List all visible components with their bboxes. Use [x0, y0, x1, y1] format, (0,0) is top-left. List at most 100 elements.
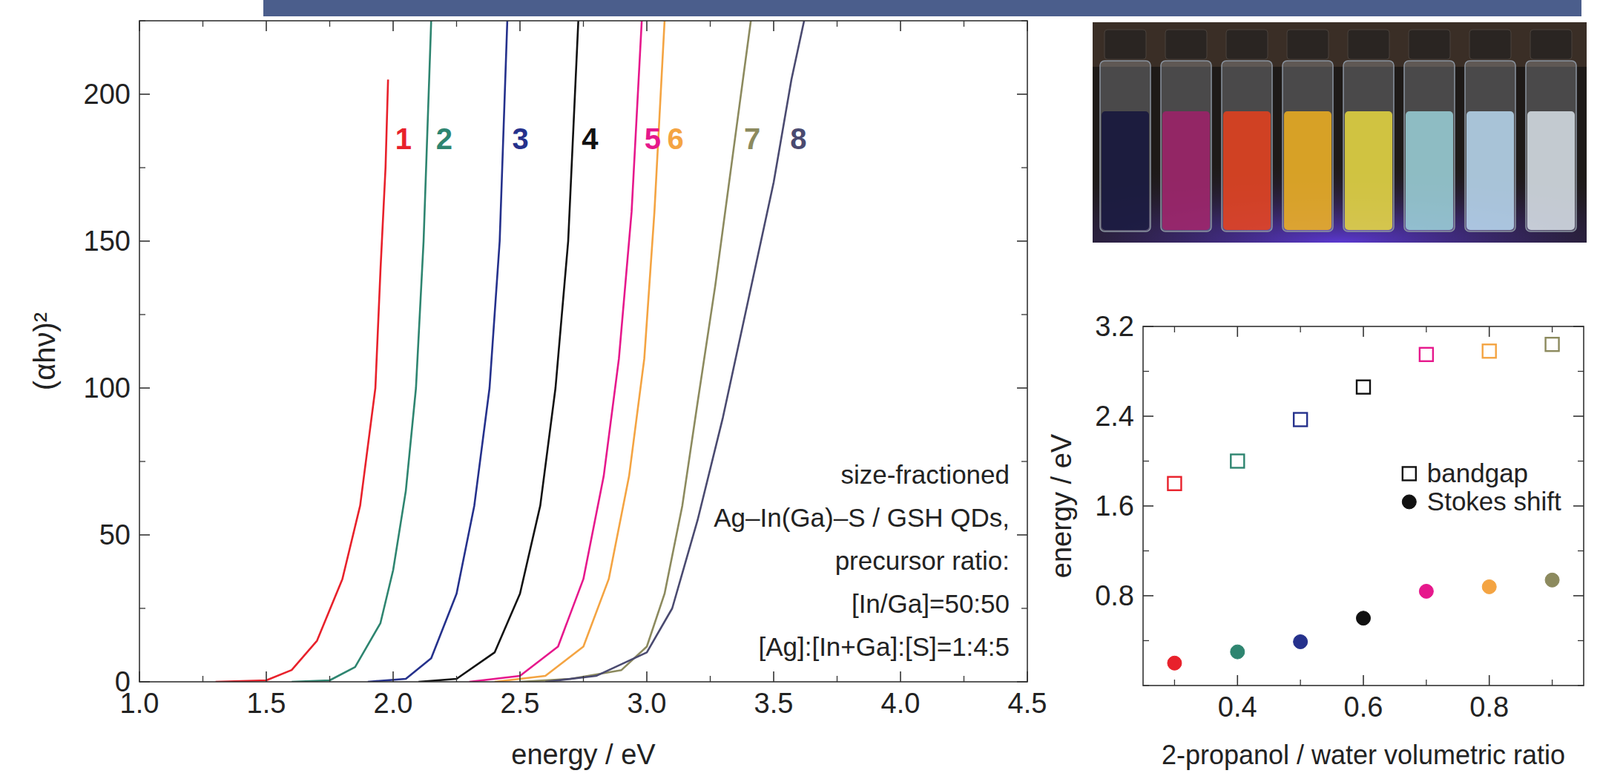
- annotation-line: precursor ratio:: [835, 545, 1010, 575]
- point: [1230, 644, 1245, 659]
- x-tick-top: [1026, 20, 1029, 32]
- y-tick: [139, 93, 150, 95]
- y-minor-tick: [1143, 460, 1150, 462]
- y-minor-tick: [1143, 370, 1150, 372]
- x-tick: [646, 671, 648, 682]
- x-tick-top: [1236, 326, 1239, 337]
- y-tick-label: 150: [83, 225, 131, 257]
- annotation-patch: [755, 631, 1013, 662]
- vial-liquid: [1405, 111, 1454, 230]
- x-tick-label: 2.0: [373, 687, 414, 719]
- y-tick-label: 0.8: [1094, 580, 1135, 612]
- point: [1167, 476, 1181, 491]
- y-tick-label: 2.4: [1094, 400, 1135, 432]
- x-tick-label: 0.8: [1469, 691, 1509, 723]
- y-minor-tick: [139, 166, 146, 168]
- vial-liquid: [1162, 111, 1210, 230]
- annotation-line: Ag–In(Ga)–S / GSH QDs,: [713, 502, 1010, 532]
- y-minor-tick: [1021, 607, 1028, 609]
- legend-label: bandgap: [1427, 458, 1529, 488]
- x-tick-label: 1.5: [247, 687, 287, 719]
- vial: [1404, 60, 1455, 232]
- x-minor-tick: [1551, 326, 1553, 333]
- x-tick: [1488, 675, 1491, 686]
- series-label: 7: [743, 122, 761, 156]
- series-label: 8: [789, 122, 807, 156]
- series-label: 2: [436, 122, 453, 156]
- x-minor-tick: [1425, 679, 1427, 686]
- y-minor-tick: [1577, 640, 1584, 641]
- annotation-patch: [837, 459, 1013, 490]
- vial-liquid: [1223, 111, 1271, 230]
- x-tick-top: [899, 20, 902, 32]
- vial: [1525, 60, 1577, 232]
- y-axis-title: energy / eV: [1045, 433, 1078, 578]
- y-minor-tick: [1021, 20, 1028, 21]
- x-tick-label: 4.5: [1008, 687, 1048, 719]
- x-minor-tick: [1174, 326, 1175, 333]
- y-tick-label: 0: [114, 666, 131, 698]
- legend-label: Stokes shift: [1427, 486, 1562, 516]
- y-tick-label: 1.6: [1094, 490, 1135, 522]
- curve: [367, 20, 508, 682]
- x-tick: [899, 671, 902, 682]
- page: 1.01.52.02.53.03.54.04.5050100150200ener…: [0, 0, 1600, 779]
- x-tick-top: [772, 20, 775, 32]
- y-minor-tick: [1577, 370, 1584, 372]
- x-minor-tick: [329, 20, 331, 27]
- x-minor-tick: [836, 20, 838, 27]
- x-tick-label: 4.0: [881, 687, 921, 719]
- vial-cap: [1104, 29, 1147, 60]
- vial-cap: [1226, 29, 1268, 60]
- x-minor-tick: [709, 675, 711, 682]
- legend-marker: [1401, 494, 1417, 509]
- point: [1293, 634, 1308, 650]
- x-tick-label: 2.5: [500, 687, 541, 719]
- x-minor-tick: [1299, 326, 1301, 333]
- vial-liquid: [1101, 111, 1150, 230]
- point: [1167, 655, 1182, 670]
- x-tick: [1362, 675, 1365, 686]
- vial: [1464, 60, 1516, 232]
- x-minor-tick: [1174, 679, 1175, 686]
- plot-frame: [1143, 326, 1584, 686]
- point: [1545, 337, 1560, 351]
- x-tick-top: [646, 20, 648, 32]
- y-minor-tick: [1577, 460, 1584, 462]
- y-tick-right: [1573, 594, 1584, 597]
- x-tick-label: 3.0: [627, 687, 667, 719]
- annotation-line: [In/Ga]=50:50: [851, 588, 1010, 618]
- y-tick: [1143, 594, 1154, 597]
- y-minor-tick: [1143, 550, 1150, 552]
- curve: [418, 20, 578, 682]
- x-tick-top: [138, 20, 141, 32]
- x-minor-tick: [836, 675, 838, 682]
- y-tick-right: [1573, 505, 1584, 507]
- x-axis-title: 2-propanol / water volumetric ratio: [1161, 739, 1566, 770]
- x-tick: [772, 671, 775, 682]
- y-tick: [1143, 505, 1154, 507]
- annotation-line: [Ag]:[In+Ga]:[S]=1:4:5: [758, 631, 1010, 661]
- x-minor-tick: [963, 20, 965, 27]
- point: [1545, 572, 1560, 587]
- y-minor-tick: [139, 20, 146, 21]
- x-minor-tick: [202, 675, 204, 682]
- x-tick: [138, 671, 141, 682]
- annotation-patch: [710, 502, 1013, 533]
- y-tick-right: [1016, 680, 1028, 683]
- vial-cap: [1286, 29, 1329, 60]
- vial: [1282, 60, 1333, 232]
- y-tick-right: [1573, 325, 1584, 328]
- curve: [494, 20, 665, 682]
- y-tick: [139, 387, 150, 389]
- point: [1419, 347, 1434, 362]
- x-tick-top: [1488, 326, 1491, 337]
- y-minor-tick: [1143, 684, 1150, 686]
- y-minor-tick: [139, 607, 146, 609]
- y-tick-right: [1016, 387, 1028, 389]
- vial-cap: [1469, 29, 1511, 60]
- series-label: 5: [644, 122, 661, 156]
- x-minor-tick: [583, 675, 584, 682]
- x-axis-title: energy / eV: [511, 738, 656, 770]
- y-minor-tick: [1143, 640, 1150, 641]
